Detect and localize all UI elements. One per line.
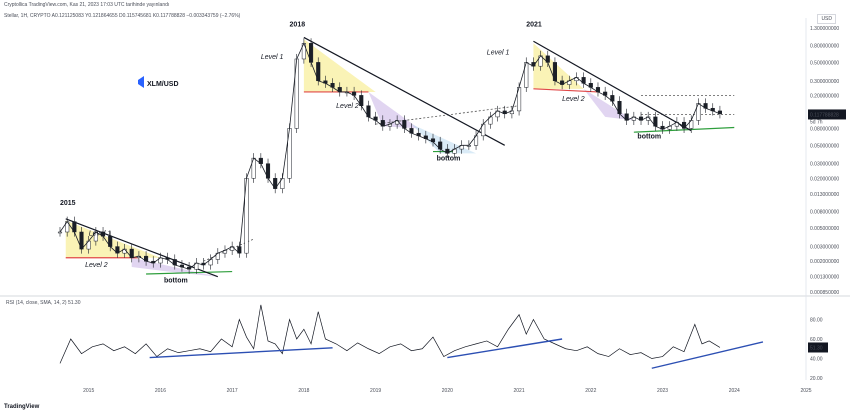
rsi-trendline-1 [149, 347, 333, 359]
price-tick-label: 0.003000000 [810, 245, 839, 251]
price-tick-label: 0.008000000 [810, 209, 839, 215]
year-label-2015: 2015 [60, 200, 76, 207]
rsi-trendline-2 [447, 338, 563, 359]
price-tick-label: 0.500000000 [810, 60, 839, 66]
year-label-2021: 2021 [526, 22, 542, 29]
rsi-title: RSI (14, close, SMA, 14, 2) 51.30 [6, 300, 81, 306]
triangle-2018-upper [303, 39, 376, 92]
rsi-tick-label: 20.00 [810, 376, 823, 382]
rsi-tick-label: 60.00 [810, 337, 823, 343]
rsi-tick-label: 80.00 [810, 318, 823, 324]
level1-label-2015: Level 1 [89, 230, 112, 237]
bar-countdown: 5d 7h [810, 119, 823, 125]
level2-label-2018: Level 2 [336, 103, 359, 110]
price-tick-label: 1.300000000 [810, 26, 839, 32]
megaphone-icon [138, 76, 144, 88]
currency-button[interactable]: USD [817, 14, 836, 24]
bottom-label-2015: bottom [164, 278, 188, 285]
candle-body [57, 231, 63, 234]
price-tick-label: 0.080000000 [810, 126, 839, 132]
bottom-label-2021: bottom [637, 134, 661, 141]
pair-title: XLM/USD [147, 81, 179, 88]
level2-label-2015: Level 2 [85, 262, 108, 269]
time-tick-label: 2021 [514, 388, 525, 394]
price-tick-label: 0.001300000 [810, 275, 839, 281]
price-tick-label: 0.300000000 [810, 79, 839, 85]
rsi-tick-label: 40.00 [810, 357, 823, 363]
time-tick-label: 2019 [370, 388, 381, 394]
time-tick-label: 2018 [298, 388, 309, 394]
tradingview-logo: TradingView [4, 404, 40, 410]
level2-label-2021: Level 2 [562, 96, 585, 103]
price-tick-label: 0.800000000 [810, 43, 839, 49]
rsi-line [59, 304, 721, 364]
triangle-2021-upper [533, 43, 584, 89]
time-tick-label: 2017 [227, 388, 238, 394]
price-tick-label: 0.005000000 [810, 226, 839, 232]
level1-label-2018: Level 1 [261, 54, 284, 61]
trendline-2015 [65, 218, 219, 278]
time-tick-label: 2023 [657, 388, 668, 394]
triangle-2021-mid [583, 88, 634, 121]
bottom-label-2018: bottom [437, 155, 461, 162]
last-price-badge [808, 109, 846, 120]
time-tick-label: 2024 [729, 388, 740, 394]
price-tick-label: 0.002000000 [810, 259, 839, 265]
time-tick-label: 2015 [83, 388, 94, 394]
rsi-last-value: 51.30 [810, 345, 823, 351]
price-tick-label: 0.200000000 [810, 93, 839, 99]
year-label-2018: 2018 [290, 22, 306, 29]
price-line [59, 42, 721, 270]
triangle-2018-lower [411, 124, 477, 154]
level1-label-2021: Level 1 [487, 50, 510, 57]
trendline-2018 [303, 36, 506, 146]
rsi-last-badge [808, 342, 828, 353]
time-tick-label: 2020 [442, 388, 453, 394]
price-tick-label: 0.000850000 [810, 290, 839, 296]
time-tick-label: 2016 [155, 388, 166, 394]
price-tick-label: 0.050000000 [810, 143, 839, 149]
last-price-value: 0.117788828 [810, 112, 839, 118]
time-tick-label: 2025 [800, 388, 811, 394]
price-tick-label: 0.030000000 [810, 162, 839, 168]
resistance-line-2021 [533, 88, 599, 93]
price-tick-label: 0.013000000 [810, 192, 839, 198]
triangle-2018-mid [368, 91, 419, 129]
rsi-trendline-3 [651, 341, 764, 369]
chart-caption: Cryptollica TradingView.com, Kas 21, 202… [4, 2, 170, 8]
time-tick-label: 2022 [585, 388, 596, 394]
trendline-2021 [533, 40, 692, 132]
symbol-ohlc-line: Stellar, 1H, CRYPTO A0.121125083 Y0.1218… [4, 13, 241, 19]
price-tick-label: 0.020000000 [810, 176, 839, 182]
